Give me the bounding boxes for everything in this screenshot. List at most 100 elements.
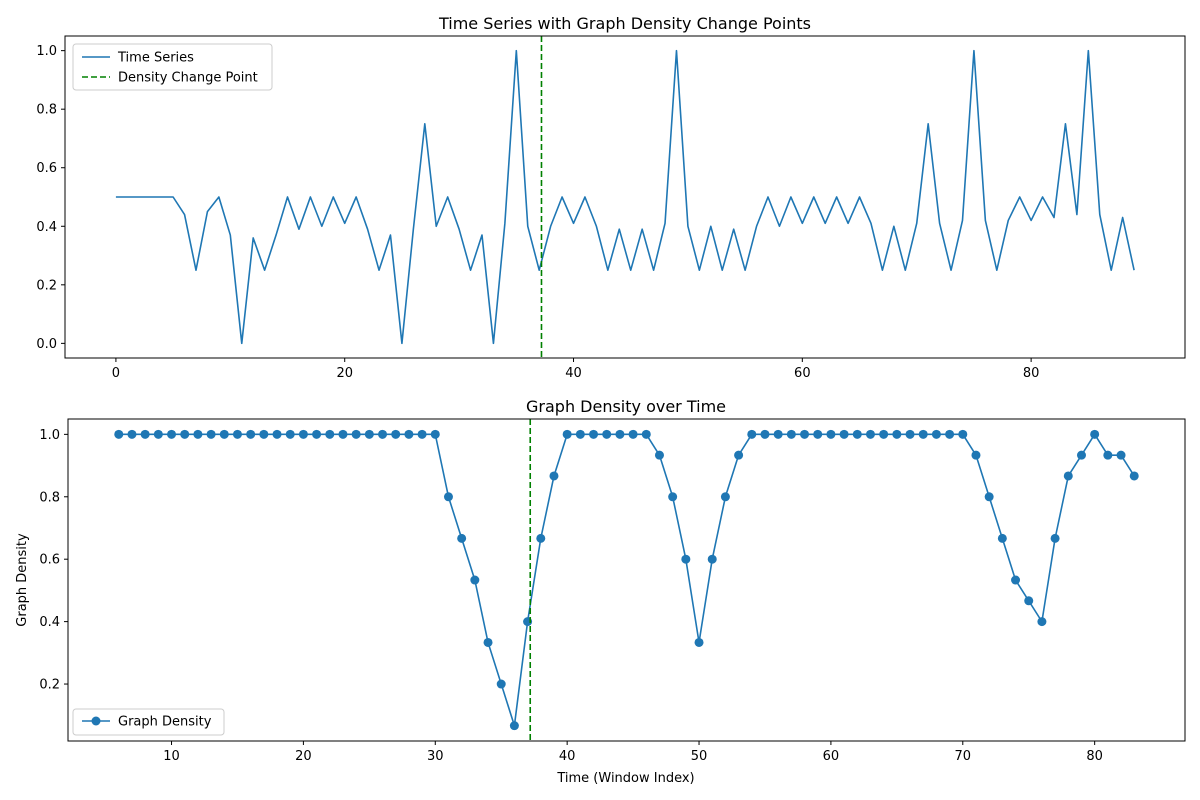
graph-density-data-point [470, 575, 480, 585]
graph-density-data-point [378, 429, 388, 439]
graph-density-x-tick-label: 70 [955, 749, 972, 764]
graph-density-data-point [1076, 450, 1086, 460]
graph-density-data-point [443, 492, 453, 502]
time-series-y-tick-label: 1.0 [36, 44, 57, 59]
graph-density-data-point [1024, 596, 1034, 606]
graph-density-panel: Graph Density over Time Time (Window Ind… [15, 397, 1186, 786]
graph-density-data-point [760, 429, 770, 439]
graph-density-data-point [1011, 575, 1021, 585]
graph-density-data-point [931, 429, 941, 439]
graph-density-data-point [417, 429, 427, 439]
graph-density-data-point [193, 429, 203, 439]
graph-density-data-point [180, 429, 190, 439]
graph-density-data-point [852, 429, 862, 439]
graph-density-legend-box [72, 708, 225, 736]
graph-density-y-tick-label: 0.6 [39, 553, 60, 568]
graph-density-data-point [1063, 471, 1073, 481]
legend-graph-density-swatch-marker [91, 716, 101, 726]
graph-density-data-point [536, 533, 546, 543]
graph-density-data-point [826, 429, 836, 439]
graph-density-data-point [391, 429, 401, 439]
graph-density-data-point [167, 429, 177, 439]
graph-density-data-point [589, 429, 599, 439]
graph-density-data-point [496, 679, 506, 689]
time-series-x-tick-label: 20 [336, 366, 353, 381]
graph-density-y-tick-label: 0.8 [39, 490, 60, 505]
graph-density-data-point [140, 429, 150, 439]
graph-density-y-tick-label: 0.2 [39, 678, 60, 693]
graph-density-legend: Graph Density [72, 708, 225, 736]
graph-density-data-point [747, 429, 757, 439]
graph-density-data-point [971, 450, 981, 460]
graph-density-chart-title: Graph Density over Time [526, 397, 726, 416]
graph-density-x-axis-label: Time (Window Index) [556, 771, 694, 786]
graph-density-data-point [206, 429, 216, 439]
graph-density-data-point [285, 429, 295, 439]
graph-density-data-point [694, 637, 704, 647]
graph-density-data-point [681, 554, 691, 564]
graph-density-data-point [575, 429, 585, 439]
time-series-x-tick-label: 0 [112, 366, 120, 381]
graph-density-data-point [549, 471, 559, 481]
legend-graph-density-label: Graph Density [118, 715, 212, 730]
graph-density-plot-area [114, 419, 1139, 741]
legend-change-point-label: Density Change Point [118, 71, 258, 86]
graph-density-data-point [1116, 450, 1126, 460]
graph-density-data-point [298, 429, 308, 439]
graph-density-x-tick-label: 10 [163, 749, 180, 764]
graph-density-data-point [839, 429, 849, 439]
time-series-axes-frame [64, 35, 1186, 359]
graph-density-data-point [127, 429, 137, 439]
time-series-y-tick-label: 0.2 [36, 278, 57, 293]
graph-density-x-tick-label: 50 [691, 749, 708, 764]
graph-density-y-tick-label: 0.4 [39, 615, 60, 630]
graph-density-data-point [720, 492, 730, 502]
graph-density-data-point [615, 429, 625, 439]
graph-density-data-point [984, 492, 994, 502]
graph-density-x-tick-label: 20 [295, 749, 312, 764]
graph-density-data-point [1129, 471, 1139, 481]
time-series-y-tick-label: 0.0 [36, 337, 57, 352]
graph-density-data-point [404, 429, 414, 439]
graph-density-data-point [114, 429, 124, 439]
time-series-x-tick-label: 60 [794, 366, 811, 381]
graph-density-data-point [219, 429, 229, 439]
graph-density-data-point [457, 533, 467, 543]
time-series-x-tick-label: 80 [1023, 366, 1040, 381]
graph-density-data-point [364, 429, 374, 439]
graph-density-data-point [1090, 429, 1100, 439]
graph-density-x-tick-label: 30 [427, 749, 444, 764]
graph-density-data-point [865, 429, 875, 439]
graph-density-data-point [654, 450, 664, 460]
graph-density-data-point [641, 429, 651, 439]
graph-density-data-point [997, 533, 1007, 543]
graph-density-data-point [945, 429, 955, 439]
graph-density-data-point [351, 429, 361, 439]
graph-density-data-point [773, 429, 783, 439]
graph-density-data-point [1037, 617, 1047, 627]
graph-density-data-point [338, 429, 348, 439]
graph-density-data-point [562, 429, 572, 439]
graph-density-data-point [483, 637, 493, 647]
graph-density-y-axis-label: Graph Density [15, 533, 30, 627]
graph-density-data-point [312, 429, 322, 439]
graph-density-y-tick-label: 1.0 [39, 428, 60, 443]
graph-density-data-point [958, 429, 968, 439]
graph-density-data-point [1103, 450, 1113, 460]
time-series-y-tick-label: 0.6 [36, 161, 57, 176]
graph-density-data-point [430, 429, 440, 439]
graph-density-data-point [272, 429, 282, 439]
graph-density-data-point [325, 429, 335, 439]
time-series-y-tick-label: 0.8 [36, 103, 57, 118]
graph-density-data-point [879, 429, 889, 439]
graph-density-data-point [259, 429, 269, 439]
time-series-chart-title: Time Series with Graph Density Change Po… [438, 14, 811, 33]
graph-density-axes-frame [67, 418, 1186, 742]
graph-density-data-point [892, 429, 902, 439]
time-series-panel: Time Series with Graph Density Change Po… [36, 14, 1186, 381]
graph-density-data-point [707, 554, 717, 564]
graph-density-data-point [668, 492, 678, 502]
graph-density-x-tick-label: 80 [1086, 749, 1103, 764]
time-series-series-line [115, 49, 1135, 345]
